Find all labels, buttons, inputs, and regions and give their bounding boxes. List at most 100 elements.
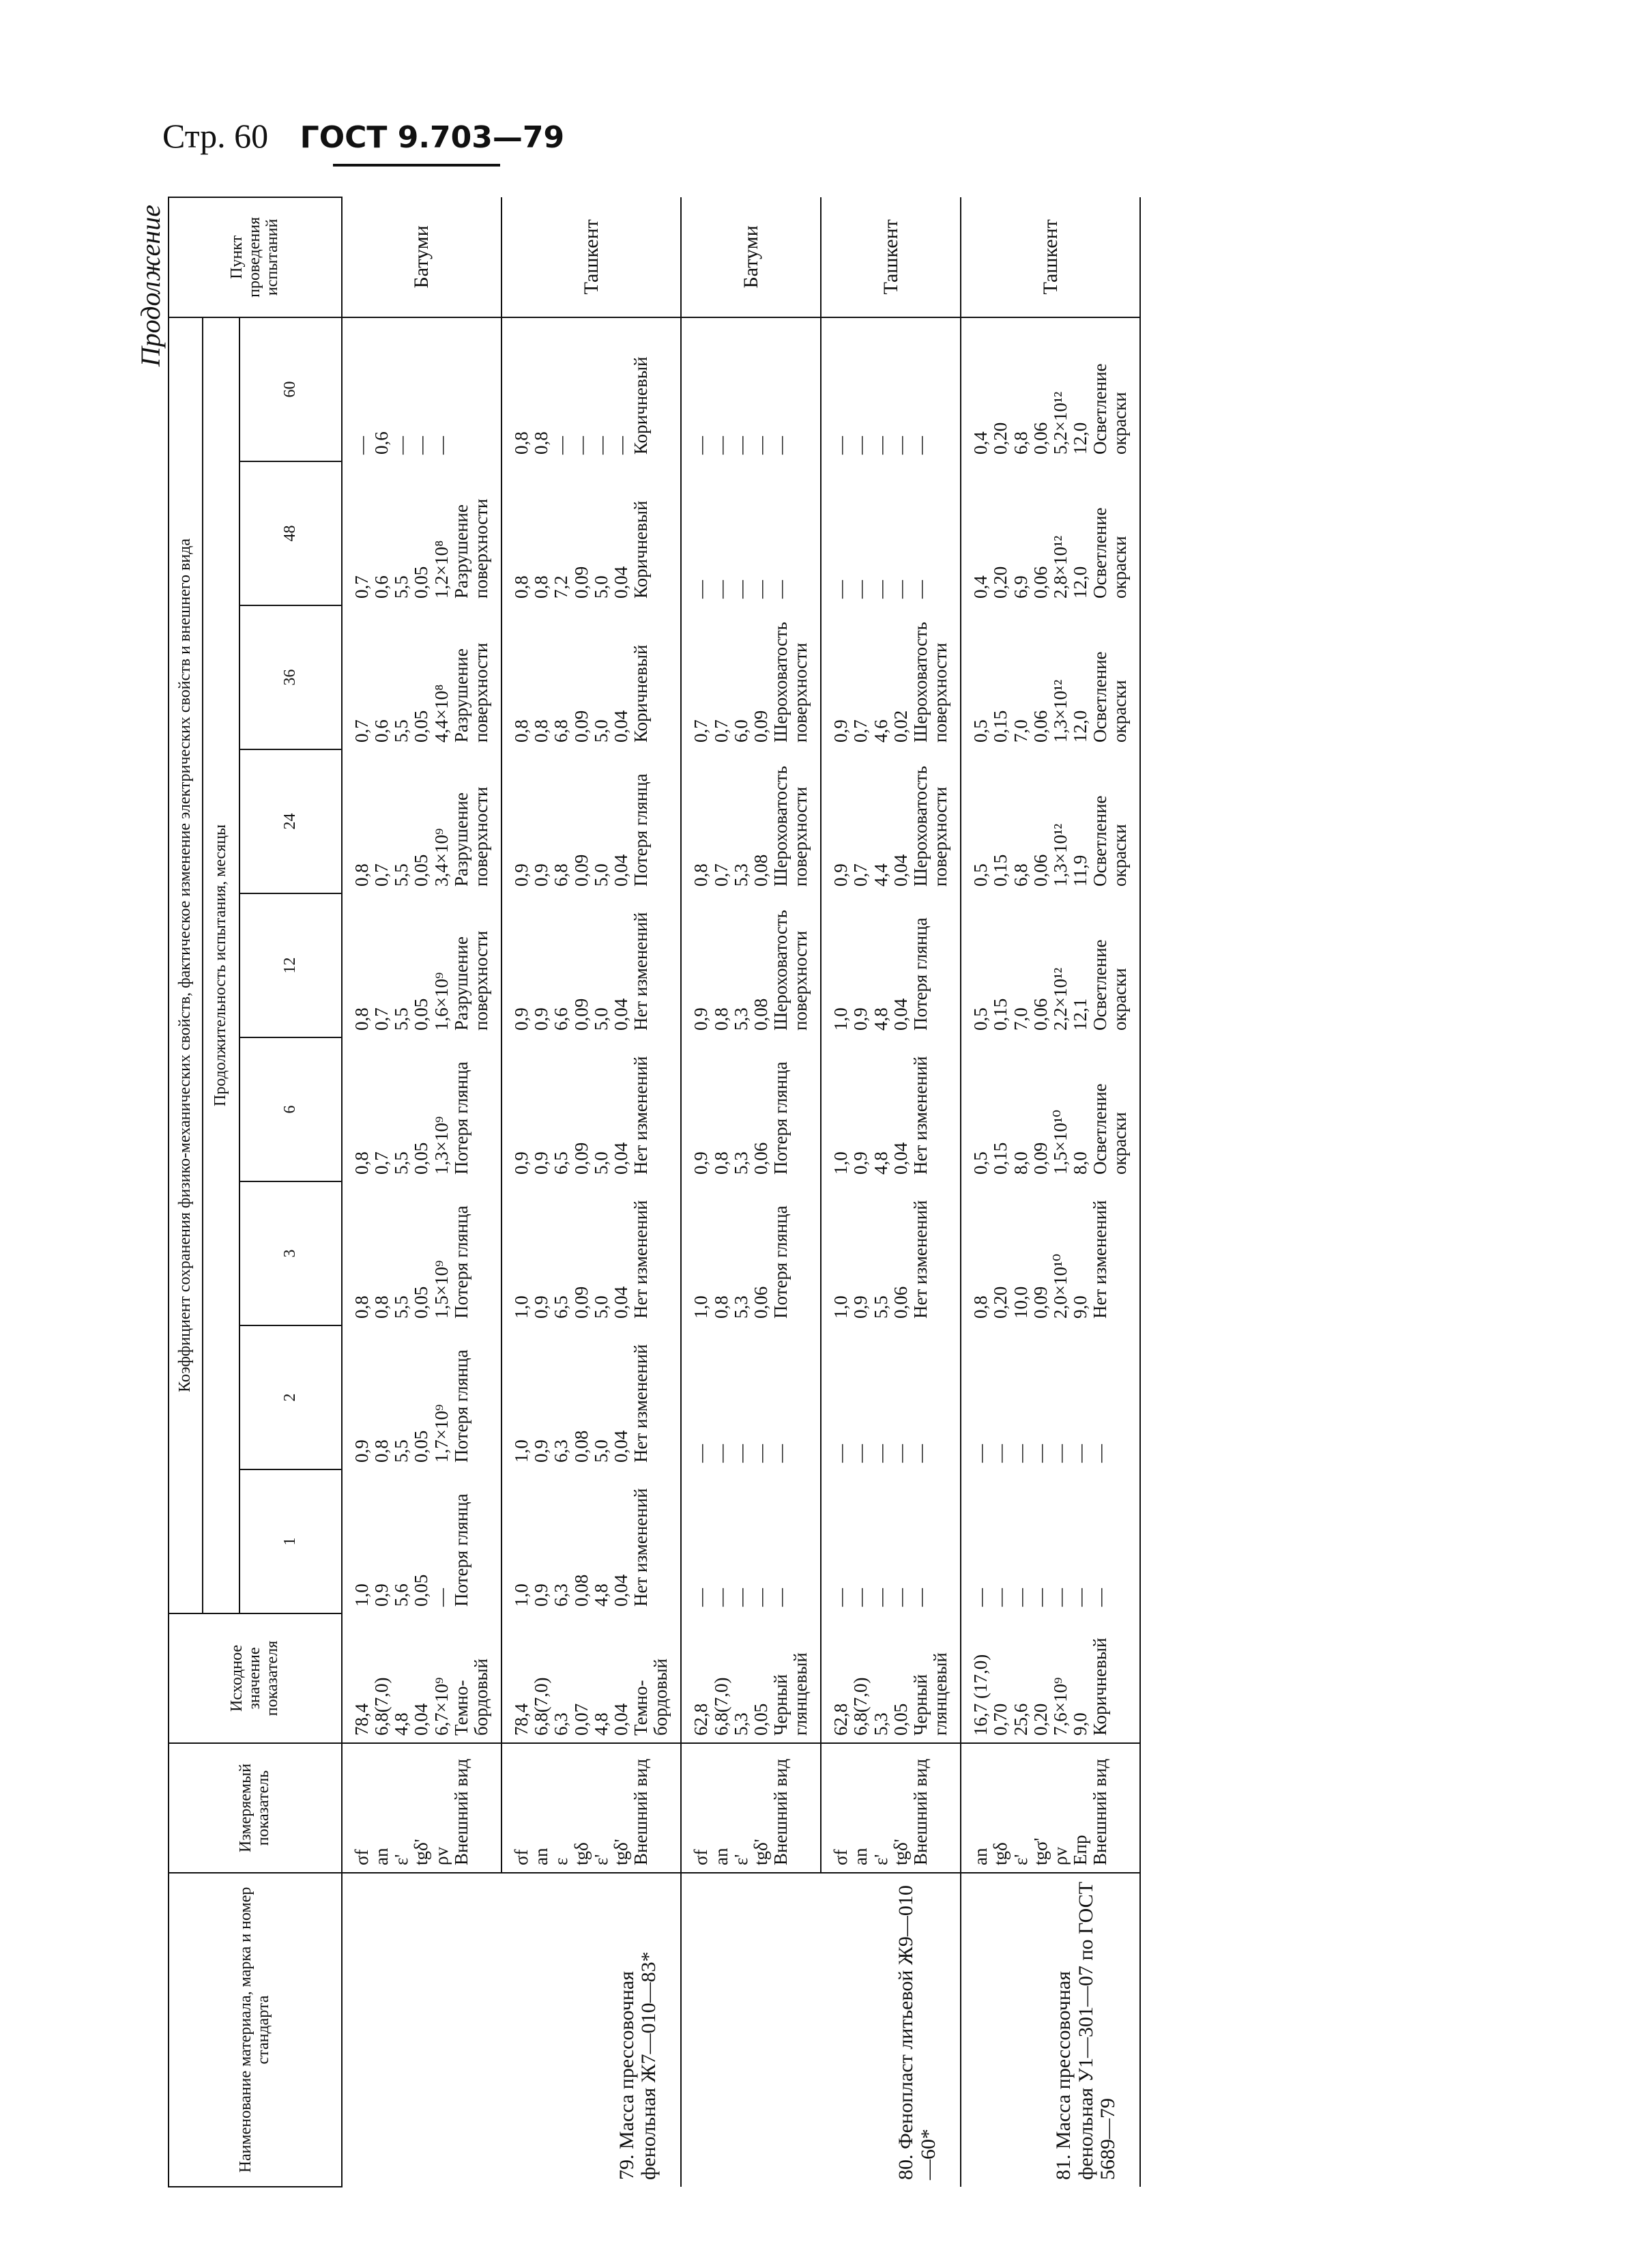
cell-value: 2,8×10¹² <box>1049 535 1071 599</box>
cell-value: 5,0 <box>590 1439 611 1463</box>
month-cell: 0,7 0,7 6,0 0,09 Шероховатость поверхности <box>681 605 822 749</box>
cell-value: 0,9 <box>531 1007 552 1031</box>
cell-value: — <box>910 1444 931 1463</box>
initial-value: 4,8 <box>590 1712 611 1736</box>
month-cell: — — — — — — — <box>961 1469 1141 1613</box>
initial-value: 6,8(7,0) <box>850 1677 871 1736</box>
site-cell: Ташкент <box>821 197 961 317</box>
cell-value: 5,0 <box>590 1151 611 1175</box>
month-cell: 0,9 0,7 4,6 0,02 Шероховатость поверхности <box>821 605 961 749</box>
cell-value: 0,05 <box>411 1574 432 1607</box>
cell-value: 1,0 <box>830 1151 852 1175</box>
header-row: Наименование материала, марка и номер ст… <box>169 197 342 2187</box>
initial-value: 0,07 <box>570 1703 592 1736</box>
cell-value: 0,9 <box>830 719 852 743</box>
page-number: Стр. 60 <box>162 117 269 155</box>
cell-value: 0,06 <box>890 1286 911 1319</box>
indicator: Внешний вид <box>770 1758 791 1865</box>
cell-value: 0,05 <box>411 1430 432 1463</box>
month-cell: 1,0 0,9 4,8 0,04 Нет изменений <box>821 1037 961 1181</box>
initial-value: 0,70 <box>990 1703 1011 1736</box>
cell-value: 0,15 <box>990 854 1011 887</box>
month-cell: 1,0 0,9 5,6 0,05— Потеря глянца <box>342 1469 502 1613</box>
cell-value: 1,0 <box>511 1583 532 1607</box>
indicator: ε <box>551 1857 572 1865</box>
cell-value: — <box>411 436 432 455</box>
initial-value: 78,4 <box>511 1703 532 1736</box>
month-cell: 0,4 0,20 6,9 0,06 2,8×10¹² 12,0 Осветление окр… <box>961 461 1141 605</box>
indicator: an <box>710 1848 731 1865</box>
cell-value: 4,6 <box>870 719 891 743</box>
table-row: 80. Фенопласт литьевой Ж9—010—60* σf an ε' t… <box>681 197 961 2187</box>
cell-value: — <box>730 1588 751 1607</box>
cell-value: — <box>730 1444 751 1463</box>
cell-value: 0,04 <box>610 854 631 887</box>
initial-value: Темно-бордовый <box>450 1659 491 1736</box>
cell-value: — <box>910 436 931 455</box>
material-cell: 79. Масса прессовочная фенольная Ж7—010—… <box>342 1873 682 2187</box>
cell-value: 0,8 <box>511 431 532 455</box>
month-header: 36 <box>239 605 342 749</box>
initial-value: 6,8(7,0) <box>531 1677 552 1736</box>
initial-value: 4,8 <box>391 1712 412 1736</box>
cell-value: 6,8 <box>551 863 572 887</box>
cell-value: 9,0 <box>1070 1295 1090 1319</box>
cell-value: — <box>910 580 931 599</box>
cell-value: 0,06 <box>750 1142 771 1175</box>
data-table: Наименование материала, марка и номер ст… <box>168 197 1141 2187</box>
cell-value: — <box>1070 1588 1090 1607</box>
cell-value: 4,4 <box>870 863 891 887</box>
month-cell: 0,8 0,8 6,8 0,09 5,0 0,04 Коричневый <box>502 605 682 749</box>
cell-value: — <box>890 1588 911 1607</box>
cell-value: 1,3×10⁹ <box>431 1116 452 1175</box>
cell-value: 0,6 <box>371 719 392 743</box>
cell-value: 0,09 <box>570 854 592 887</box>
cell-value: Шероховатость поверхности <box>910 766 951 887</box>
table-body: 79. Масса прессовочная фенольная Ж7—010—… <box>342 197 1141 2187</box>
month-header: 12 <box>239 893 342 1037</box>
cell-value: 0,8 <box>351 863 372 887</box>
cell-value: 2,0×10¹⁰ <box>1049 1254 1071 1319</box>
cell-value: 0,06 <box>1030 998 1051 1031</box>
cell-value: 0,6 <box>371 575 392 599</box>
cell-value: — <box>850 580 871 599</box>
cell-value: 0,8 <box>531 575 552 599</box>
cell-value: 0,7 <box>691 719 712 743</box>
material-name: 79. Масса прессовочная фенольная Ж7—010—… <box>615 1951 660 2180</box>
cell-value: 0,20 <box>990 1286 1011 1319</box>
cell-value: Потеря глянца <box>450 1205 471 1319</box>
cell-value: Потеря глянца <box>450 1349 471 1463</box>
cell-value: 0,8 <box>531 431 552 455</box>
initial-cell: 62,8 6,8(7,0) 5,3 0,05 Черный глянцевый <box>681 1613 822 1743</box>
cell-value: 4,8 <box>870 1151 891 1175</box>
cell-value: 0,05 <box>411 998 432 1031</box>
indicator: Внешний вид <box>1090 1758 1111 1865</box>
cell-value: Нет изменений <box>910 1200 931 1319</box>
cell-value: 0,7 <box>351 719 372 743</box>
month-cell: 0,5 0,15 6,8 0,06 1,3×10¹² 11,9 Осветление окр… <box>961 749 1141 893</box>
cell-value: 5,5 <box>391 1151 412 1175</box>
cell-value: 0,8 <box>710 1295 731 1319</box>
cell-value: 6,5 <box>551 1295 572 1319</box>
cell-value: 5,5 <box>391 575 412 599</box>
month-header: 1 <box>239 1469 342 1613</box>
cell-value: — <box>890 1444 911 1463</box>
cell-value: Потеря глянца <box>910 917 931 1031</box>
indicator: σf <box>830 1849 852 1865</box>
cell-value: 5,0 <box>590 575 611 599</box>
cell-value: 0,9 <box>830 863 852 887</box>
initial-value: 78,4 <box>351 1703 372 1736</box>
cell-value: 0,05 <box>411 710 432 743</box>
cell-value: Осветление окраски <box>1090 795 1131 887</box>
cell-value: 0,06 <box>750 1286 771 1319</box>
cell-value: — <box>750 436 771 455</box>
cell-value: Потеря глянца <box>450 1061 471 1175</box>
cell-value: 0,20 <box>990 422 1011 455</box>
cell-value: — <box>970 1588 991 1607</box>
cell-value: 0,7 <box>710 719 731 743</box>
month-cell: — — — — — <box>821 1469 961 1613</box>
cell-value: Осветление окраски <box>1090 651 1131 743</box>
cell-value: — <box>770 436 791 455</box>
cell-value: Осветление окраски <box>1090 363 1131 455</box>
cell-value: 0,04 <box>610 710 631 743</box>
